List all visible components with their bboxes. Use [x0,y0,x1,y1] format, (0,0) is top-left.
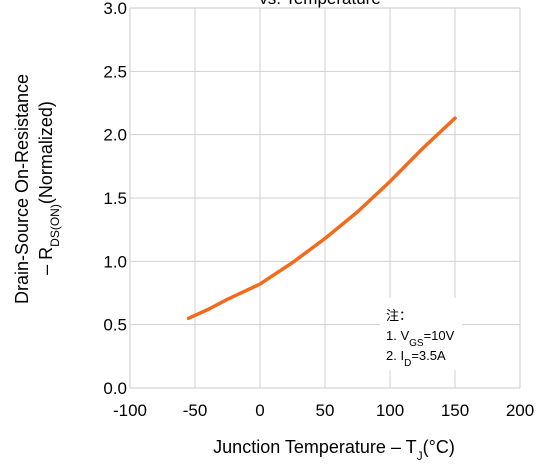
series-line [186,116,457,321]
y-tick-label: 3.0 [103,0,127,18]
x-tick-label: -50 [183,401,208,420]
y-tick-label: 2.5 [103,62,127,81]
y-tick-label: 0.0 [103,379,127,398]
x-tick-label: 0 [255,401,264,420]
x-tick-label: 100 [376,401,404,420]
series-layer [186,116,457,321]
y-axis-title-line2: – RDS(ON)(Normalized) [36,101,62,275]
x-tick-label: -100 [113,401,147,420]
annotation-line-2: 2. ID=3.5A [386,348,446,369]
svg-text:Drain-Source On-Resistance: Drain-Source On-Resistance [12,74,32,304]
y-axis-title: Drain-Source On-Resistance [12,74,32,304]
x-tick-label: 150 [441,401,469,420]
y-tick-label: 0.5 [103,316,127,335]
x-tick-label: 200 [506,401,534,420]
y-tick-label: 1.0 [103,252,127,271]
x-axis-title: Junction Temperature – TJ(°C) [213,437,455,463]
grid [129,7,521,389]
svg-text:– RDS(ON)(Normalized): – RDS(ON)(Normalized) [36,101,62,275]
x-axis-ticks: -100 -50 0 50 100 150 200 [113,401,534,420]
x-tick-label: 50 [316,401,335,420]
annotation-background [380,298,462,370]
y-axis-ticks: 0.0 0.5 1.0 1.5 2.0 2.5 3.0 [103,0,127,398]
y-tick-label: 2.0 [103,126,127,145]
y-tick-label: 1.5 [103,189,127,208]
annotation-title: 注： [386,309,412,324]
chart-title: vs. Temperature [259,0,381,8]
annotation-line-1: 1. VGS=10V [386,328,455,349]
